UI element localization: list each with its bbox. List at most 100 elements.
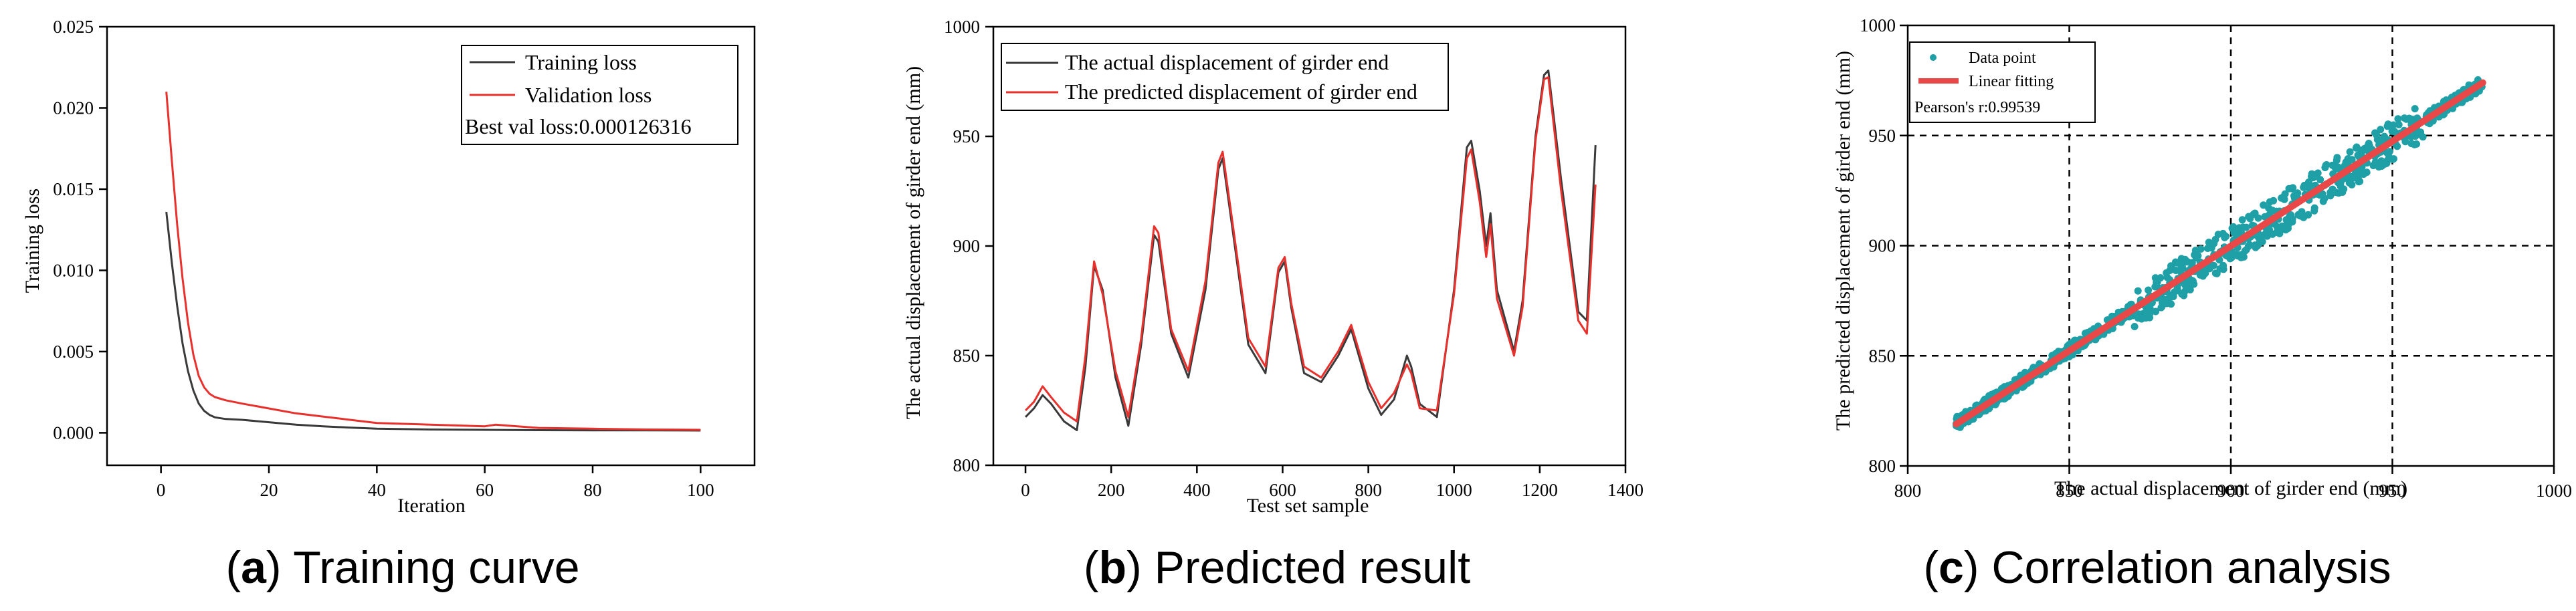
panel-c-correlation-analysis: 800 850 900 950 1000 800 850 900 950 1000 The act…: [1832, 15, 2572, 593]
panel-c-data-point: [2389, 121, 2397, 129]
panel-c-data-point: [2282, 224, 2290, 232]
panel-c-data-point: [2285, 185, 2293, 193]
panel-b-x-tick-label: 400: [1183, 480, 1211, 500]
panel-c-data-point: [2213, 269, 2221, 277]
panel-a-x-tick-label: 60: [476, 480, 494, 500]
panel-a-y-tick-label: 0.010: [53, 260, 94, 280]
panel-c-y-axis-title: The predicted displacement of girder end…: [1832, 51, 1854, 431]
panel-c-data-point: [2369, 162, 2377, 170]
panel-c-data-point: [2230, 229, 2238, 237]
panel-c-data-point: [2178, 290, 2186, 298]
panel-c-data-point: [2227, 253, 2236, 261]
panel-c-linear-fit-line: [1953, 79, 2486, 428]
panel-c-x-tick-label: 950: [2379, 481, 2406, 501]
panel-c-data-point: [2280, 195, 2288, 203]
panel-c-data-point: [2300, 183, 2308, 191]
panel-a-y-axis-title: Training loss: [21, 189, 43, 293]
panel-c-data-point: [2310, 172, 2318, 180]
panel-c-data-point: [2163, 269, 2171, 277]
panel-a-x-tick-label: 20: [260, 480, 278, 500]
panel-a-x-tick-label: 0: [157, 480, 166, 500]
panel-c-data-point: [2290, 192, 2298, 200]
panel-c-data-point: [2310, 204, 2318, 212]
panel-a-y-tick-label: 0.000: [53, 422, 94, 443]
panel-b-y-tick-label: 900: [953, 236, 981, 256]
panel-c-data-point: [2316, 176, 2324, 184]
panel-c-data-point: [2250, 211, 2258, 218]
panel-c-data-point: [2191, 247, 2199, 254]
panel-a-series-1-line: [165, 92, 701, 431]
panel-c-data-point: [2221, 233, 2229, 241]
panel-c-y-tick-label: 800: [1869, 456, 1896, 476]
panel-c-plot-area: 800 850 900 950 1000 800 850 900 950 1000: [1860, 15, 2572, 501]
panel-c-data-point: [2339, 189, 2347, 196]
panel-c-data-point: [2260, 201, 2268, 209]
panel-c-data-point: [2159, 299, 2166, 307]
panel-c-data-point: [2261, 213, 2269, 221]
panel-b-y-tick-label: 1000: [944, 17, 980, 37]
panel-c-data-point: [2332, 189, 2340, 197]
panel-c-data-point: [2270, 197, 2278, 205]
panel-a-best-val-loss: Best val loss:0.000126316: [465, 114, 692, 138]
panel-c-y-tick-label: 850: [1869, 346, 1896, 366]
panel-b-predicted-result: 0 200 400 600 800 1000 1200 1400 800 850 900 950 100…: [902, 17, 1644, 593]
panel-c-x-tick-label: 900: [2217, 481, 2245, 501]
panel-c-data-point: [2142, 314, 2150, 322]
panel-b-series-0-line: [1025, 70, 1597, 431]
panel-c-data-point: [2305, 178, 2313, 187]
panel-c-data-point: [2391, 128, 2399, 136]
panel-b-y-tick-label: 950: [953, 126, 981, 146]
panel-c-data-point: [2238, 251, 2246, 259]
panel-c-data-point: [2239, 223, 2247, 231]
panel-c-data-point: [2238, 216, 2246, 224]
panel-c-data-point: [2376, 137, 2384, 145]
panel-b-x-tick-label: 0: [1021, 480, 1030, 500]
panel-b-plot-area: 0 200 400 600 800 1000 1200 1400 800 850 900 950 100…: [944, 17, 1644, 500]
panel-c-data-point: [2335, 163, 2343, 171]
panel-b-legend-label-actual: The actual displacement of girder end: [1065, 50, 1389, 74]
panel-b-y-axis-title: The actual displacement of girder end (m…: [902, 66, 924, 419]
panel-c-legend-swatch-points: [1930, 54, 1937, 61]
panel-c-data-point: [2413, 140, 2420, 148]
panel-c-data-point: [2287, 211, 2295, 219]
panel-c-data-point: [2395, 121, 2403, 128]
panel-c-data-point: [2178, 262, 2186, 270]
panel-b-x-axis-title: Test set sample: [1247, 495, 1369, 517]
panel-b-legend-box: [1001, 43, 1449, 111]
panel-a-caption: (a) Training curve: [225, 542, 579, 593]
panel-c-data-point: [2189, 277, 2197, 285]
panel-c-data-point: [2167, 300, 2175, 308]
panel-a-axes-frame: [106, 25, 756, 467]
panel-c-pearson-r: Pearson's r:0.99539: [1914, 99, 2040, 116]
panel-c-data-point: [2263, 229, 2271, 237]
panel-c-data-point: [2333, 154, 2341, 162]
panel-c-data-point: [2405, 114, 2413, 122]
panel-c-data-point: [2165, 295, 2173, 303]
panel-a-x-tick-label: 40: [368, 480, 386, 500]
panel-c-data-point: [2145, 286, 2153, 294]
panel-b-legend-label-predicted: The predicted displacement of girder end: [1065, 80, 1417, 104]
panel-a-plot-area: 0 20 40 60 80 100 0.000 0.005 0.010 0.015 0.020 0.0…: [53, 17, 756, 500]
panel-c-data-point: [2207, 244, 2215, 252]
panel-c-data-point: [2246, 241, 2254, 249]
panel-c-data-point: [2394, 115, 2402, 123]
panel-a-x-axis-title: Iteration: [397, 495, 466, 517]
panel-c-data-point: [2252, 243, 2260, 251]
panel-c-data-point: [2172, 267, 2180, 274]
panel-c-data-point: [2196, 271, 2204, 279]
panel-a-legend-label-validation: Validation loss: [525, 83, 652, 107]
panel-c-data-point: [2153, 278, 2161, 286]
panel-a-y-tick-label: 0.025: [53, 17, 94, 37]
panel-a-y-tick-label: 0.015: [53, 179, 94, 199]
panel-c-data-point: [2337, 179, 2345, 187]
panel-c-x-axis-title: The actual displacement of girder end (m…: [2054, 477, 2407, 499]
panel-c-y-tick-label: 1000: [1860, 15, 1896, 35]
panel-b-x-tick-label: 600: [1269, 480, 1296, 500]
panel-c-data-point: [2256, 231, 2264, 239]
panel-b-y-tick-label: 800: [953, 455, 981, 475]
panel-c-data-point: [2184, 283, 2192, 291]
panel-b-y-tick-label: 850: [953, 346, 981, 366]
panel-c-data-point: [2361, 146, 2368, 154]
panel-c-data-point: [2230, 223, 2238, 231]
